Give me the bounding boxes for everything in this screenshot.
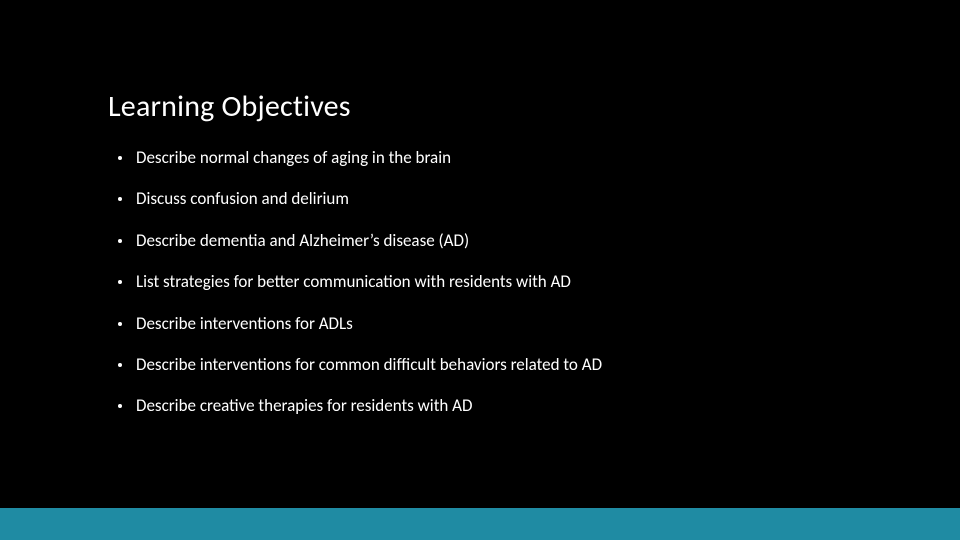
list-item: Discuss confusion and delirium <box>118 189 858 209</box>
bullet-icon <box>118 239 122 243</box>
bullet-icon <box>118 280 122 284</box>
bullet-icon <box>118 404 122 408</box>
bullet-icon <box>118 363 122 367</box>
list-item: Describe interventions for ADLs <box>118 314 858 334</box>
bullet-icon <box>118 197 122 201</box>
bullet-text: List strategies for better communication… <box>136 272 571 292</box>
bullet-icon <box>118 322 122 326</box>
bullet-text: Describe creative therapies for resident… <box>136 396 472 416</box>
bullet-text: Discuss confusion and delirium <box>136 189 349 209</box>
list-item: Describe interventions for common diffic… <box>118 355 858 375</box>
list-item: Describe dementia and Alzheimer’s diseas… <box>118 231 858 251</box>
bullet-icon <box>118 156 122 160</box>
slide: Learning Objectives Describe normal chan… <box>0 0 960 540</box>
bullet-text: Describe interventions for common diffic… <box>136 355 602 375</box>
bullet-list: Describe normal changes of aging in the … <box>118 148 858 438</box>
bullet-text: Describe normal changes of aging in the … <box>136 148 451 168</box>
bullet-text: Describe interventions for ADLs <box>136 314 353 334</box>
footer-bar <box>0 508 960 540</box>
list-item: Describe creative therapies for resident… <box>118 396 858 416</box>
list-item: Describe normal changes of aging in the … <box>118 148 858 168</box>
list-item: List strategies for better communication… <box>118 272 858 292</box>
slide-title: Learning Objectives <box>108 88 351 125</box>
bullet-text: Describe dementia and Alzheimer’s diseas… <box>136 231 469 251</box>
